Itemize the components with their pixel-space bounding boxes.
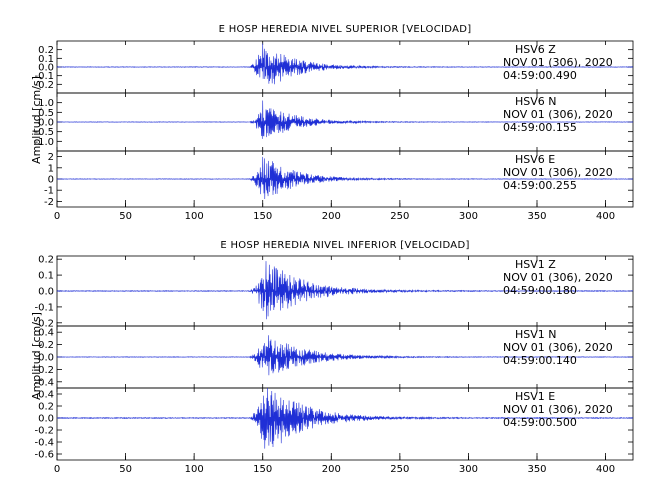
waveform-trace-hsv1-z [56,261,634,320]
y-tick-label: -0.1 [34,302,54,313]
x-tick-label: 350 [527,211,546,222]
y-tick-label: -1 [44,186,54,197]
y-tick-label: 0.2 [38,402,54,413]
x-tick-label: 400 [596,464,615,475]
x-tick-label: 250 [390,464,409,475]
trace-station-label: HSV6 N [515,95,557,108]
y-tick-label: -1.0 [34,137,54,148]
trace-time-label: 04:59:00.490 [503,69,577,82]
trace-date-label: NOV 01 (306), 2020 [503,403,613,416]
y-tick-label: 0.2 [38,45,54,56]
y-tick-label: 0.0 [38,353,54,364]
y-tick-label: 2 [48,152,54,163]
x-tick-label: 300 [459,464,478,475]
x-tick-label: 200 [322,211,341,222]
chart-title-superior: E HOSP HEREDIA NIVEL SUPERIOR [VELOCIDAD… [219,24,472,35]
trace-station-label: HSV1 Z [515,258,556,271]
x-tick-label: 100 [185,464,204,475]
y-tick-label: 0 [48,175,54,186]
trace-date-label: NOV 01 (306), 2020 [503,108,613,121]
y-tick-label: -0.6 [34,450,54,461]
y-tick-label: -0.4 [34,438,54,449]
y-tick-label: 0.2 [38,340,54,351]
x-tick-label: 0 [54,464,60,475]
x-tick-label: 50 [119,211,132,222]
x-tick-label: 200 [322,464,341,475]
waveform-trace-hsv1-e [56,387,634,449]
trace-date-label: NOV 01 (306), 2020 [503,271,613,284]
y-axis-label-superior: Amplitud [cm/s] [30,76,43,164]
trace-station-label: HSV6 Z [515,43,556,56]
x-tick-label: 250 [390,211,409,222]
y-tick-label: 0.1 [38,54,54,65]
x-tick-label: 350 [527,464,546,475]
y-tick-label: 0.4 [38,328,54,339]
trace-time-label: 04:59:00.255 [503,179,577,192]
trace-station-label: HSV1 E [515,390,555,403]
y-tick-label: -0.2 [34,318,54,329]
y-tick-label: -0.1 [34,71,54,82]
y-tick-label: -0.5 [34,127,54,138]
waveform-trace-hsv6-n [56,100,634,139]
x-tick-label: 100 [185,211,204,222]
trace-date-label: NOV 01 (306), 2020 [503,56,613,69]
y-tick-label: 0.1 [38,271,54,282]
y-tick-label: -0.2 [34,426,54,437]
y-tick-label: 0.5 [38,108,54,119]
x-tick-label: 0 [54,211,60,222]
y-tick-label: -0.2 [34,365,54,376]
y-tick-label: 0.0 [38,118,54,129]
y-tick-label: -0.4 [34,377,54,388]
trace-time-label: 04:59:00.180 [503,284,577,297]
trace-time-label: 04:59:00.140 [503,354,577,367]
y-tick-label: -2 [44,197,54,208]
trace-station-label: HSV1 N [515,328,557,341]
y-tick-label: 0.0 [38,414,54,425]
trace-time-label: 04:59:00.155 [503,121,577,134]
y-tick-label: -0.2 [34,80,54,91]
x-tick-label: 150 [253,464,272,475]
y-tick-label: 0.2 [38,255,54,266]
trace-date-label: NOV 01 (306), 2020 [503,341,613,354]
trace-panel-frame [56,387,634,461]
y-tick-label: 1 [48,163,54,174]
y-tick-label: 0.0 [38,63,54,74]
y-tick-label: 0.4 [38,390,54,401]
trace-time-label: 04:59:00.500 [503,416,577,429]
y-axis-label-inferior: Amplitud [cm/s] [30,312,43,400]
trace-station-label: HSV6 E [515,153,555,166]
y-tick-label: 1.0 [38,98,54,109]
x-tick-label: 400 [596,211,615,222]
waveform-trace-hsv1-n [56,335,634,376]
x-tick-label: 300 [459,211,478,222]
x-tick-label: 50 [119,464,132,475]
x-tick-label: 150 [253,211,272,222]
waveform-trace-hsv6-z [56,43,634,85]
trace-date-label: NOV 01 (306), 2020 [503,166,613,179]
y-tick-label: 0.0 [38,287,54,298]
chart-title-inferior: E HOSP HEREDIA NIVEL INFERIOR [VELOCIDAD… [220,240,469,251]
waveform-trace-hsv6-e [56,156,634,200]
